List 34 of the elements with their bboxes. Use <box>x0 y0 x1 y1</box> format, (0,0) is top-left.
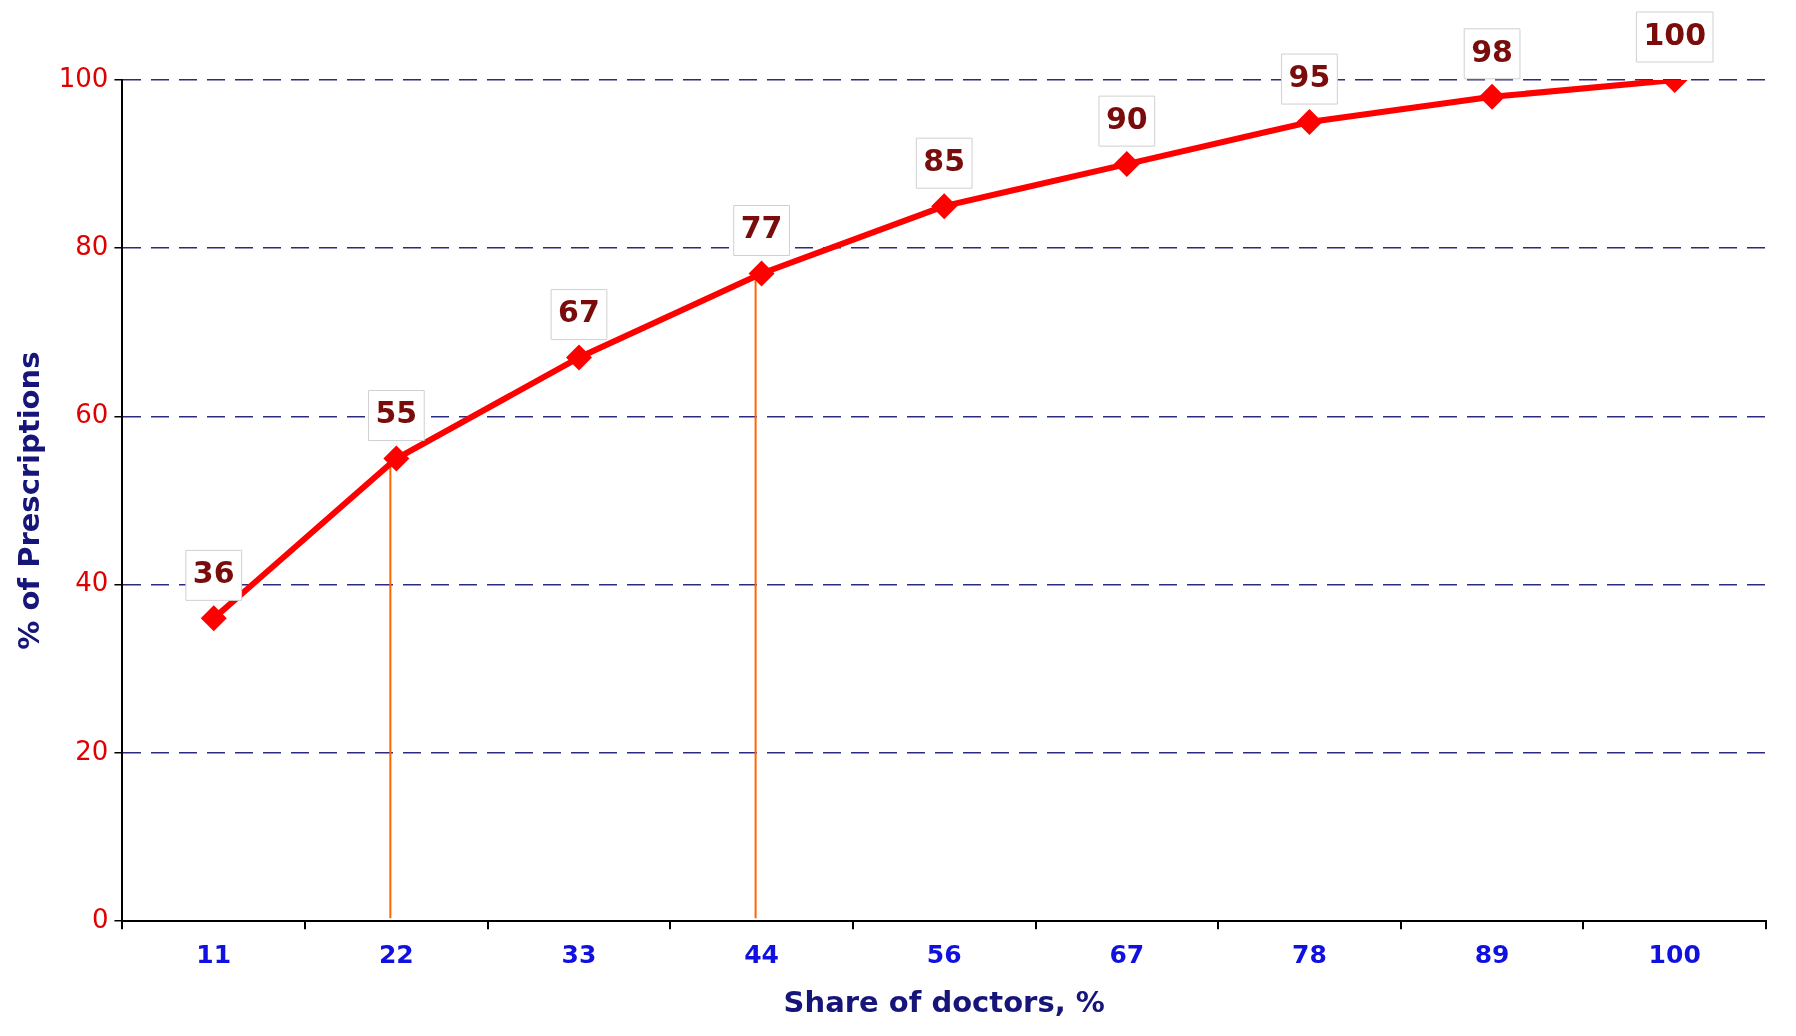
y-axis-title: % of Prescriptions <box>11 351 46 650</box>
point <box>565 344 592 371</box>
point <box>931 193 958 220</box>
data-label: 36 <box>192 555 235 591</box>
x-tick-label: 11 <box>196 939 232 969</box>
point <box>200 605 227 632</box>
point <box>1113 151 1140 178</box>
point <box>1296 109 1323 136</box>
data-label: 98 <box>1471 33 1513 69</box>
x-axis-title: Share of doctors, % <box>783 985 1105 1020</box>
x-tick-label: 67 <box>1109 939 1145 969</box>
x-tick-label: 44 <box>744 939 779 969</box>
y-tick-label: 80 <box>75 230 109 261</box>
x-tick-label: 89 <box>1474 939 1510 969</box>
data-label: 55 <box>375 395 418 431</box>
y-tick-label: 0 <box>91 903 109 934</box>
data-label: 67 <box>558 294 600 330</box>
point <box>1479 83 1506 110</box>
x-tick-label: 22 <box>378 939 414 969</box>
x-tick-label: 33 <box>561 939 597 969</box>
y-tick-label: 100 <box>58 62 109 93</box>
data-label: 90 <box>1105 100 1148 136</box>
y-tick-label: 20 <box>75 735 109 766</box>
y-tick-label: 60 <box>75 399 109 430</box>
data-label: 77 <box>740 210 783 246</box>
x-tick-label: 78 <box>1292 939 1327 969</box>
data-label: 95 <box>1288 58 1331 94</box>
data-label: 85 <box>923 142 966 178</box>
point <box>383 445 410 472</box>
y-tick-label: 40 <box>75 567 109 598</box>
point <box>748 260 775 287</box>
x-tick-label: 100 <box>1648 939 1701 969</box>
x-tick-label: 56 <box>926 939 962 969</box>
data-label: 100 <box>1643 16 1706 52</box>
